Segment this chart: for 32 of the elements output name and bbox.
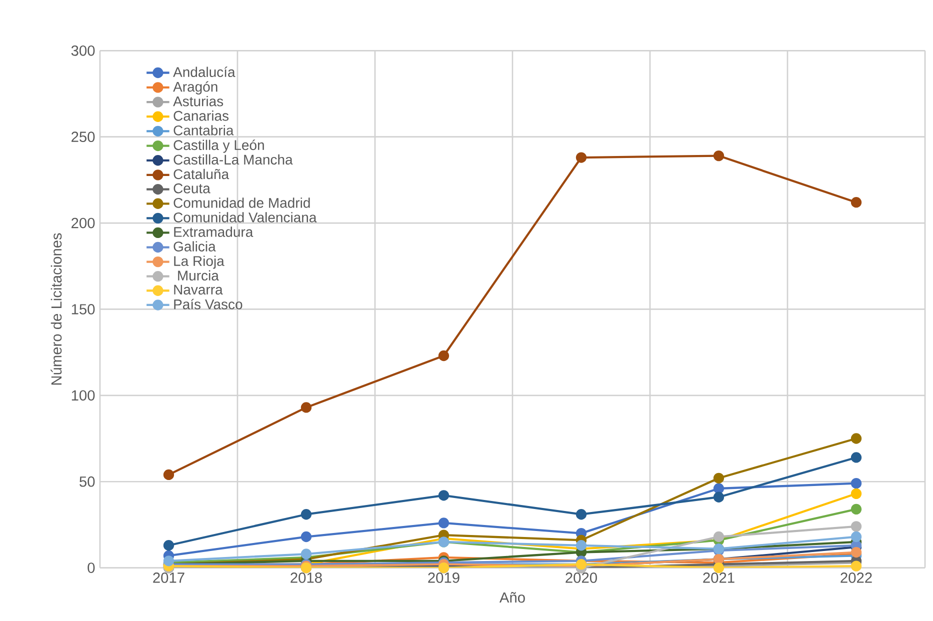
x-tick-label: 2019 <box>428 572 460 583</box>
x-axis-title: Año <box>499 592 525 603</box>
legend-label: Galicia <box>174 241 216 252</box>
x-tick-label: 2022 <box>840 572 872 583</box>
legend-label: Ceuta <box>174 183 210 194</box>
x-tick-label: 2020 <box>566 572 597 583</box>
legend-label: Canarias <box>174 110 229 121</box>
y-tick-label: 100 <box>72 390 95 401</box>
legend-label: Asturias <box>173 96 224 106</box>
y-tick-label: 0 <box>88 562 95 573</box>
x-tick-label: 2021 <box>703 572 734 583</box>
y-tick-label: 50 <box>80 476 95 487</box>
legend-label: Cataluña <box>174 168 230 180</box>
legend-label: País Vasco <box>174 298 242 310</box>
x-tick-label: 2017 <box>153 572 184 583</box>
legend-label: Cantabria <box>174 125 234 136</box>
legend-label: Murcia <box>178 270 219 281</box>
legend-label: Navarra <box>174 284 223 295</box>
legend-label: Castilla y León <box>174 140 264 153</box>
legend-label: Extramadura <box>174 226 254 237</box>
legend-label: Comunidad Valenciana <box>174 212 317 222</box>
legend-label: Castilla-La Mancha <box>174 154 293 165</box>
legend-label: Aragón <box>173 81 218 94</box>
y-tick-label: 300 <box>71 45 95 56</box>
legend-label: La Rioja <box>174 256 224 269</box>
legend-label: Andalucía <box>173 66 236 77</box>
x-tick-label: 2018 <box>290 572 322 583</box>
y-tick-label: 200 <box>72 218 95 228</box>
legend-label: Comunidad de Madrid <box>174 198 310 208</box>
y-axis-title: Número de Licitaciones <box>50 233 62 385</box>
y-tick-label: 150 <box>72 304 95 314</box>
y-tick-label: 250 <box>72 132 95 142</box>
